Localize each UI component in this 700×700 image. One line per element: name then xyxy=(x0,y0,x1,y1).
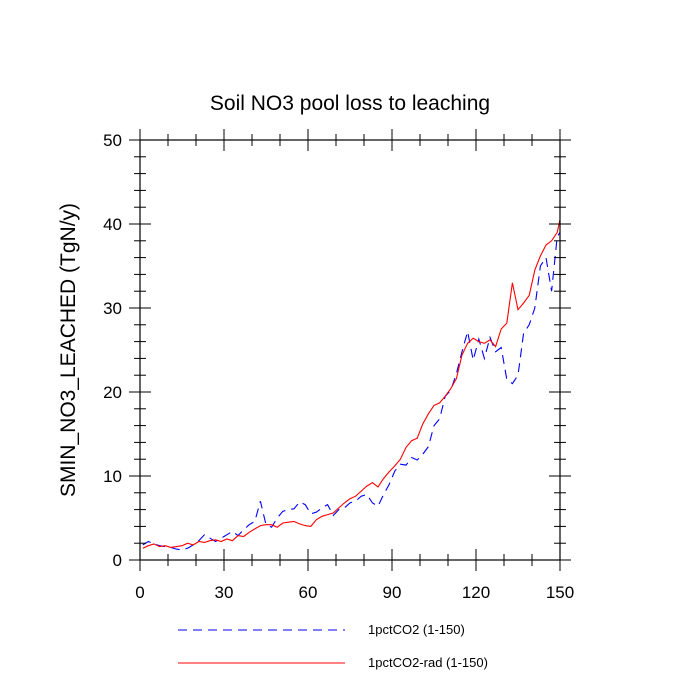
ticks-layer: 0 30 60 90 120 150 0 10 20 30 40 50 xyxy=(103,129,574,602)
x-tick-label: 120 xyxy=(462,583,490,602)
y-tick-label: 10 xyxy=(103,467,122,486)
series-line-1 xyxy=(142,232,561,551)
x-tick-label: 150 xyxy=(546,583,574,602)
x-tick-label: 90 xyxy=(383,583,402,602)
chart-title: Soil NO3 pool loss to leaching xyxy=(210,92,490,115)
series-layer xyxy=(142,219,561,551)
plot-frame xyxy=(139,139,561,561)
legend-label-1: 1pctCO2 (1-150) xyxy=(368,622,465,637)
x-tick-label: 0 xyxy=(135,583,144,602)
x-tick-label: 30 xyxy=(215,583,234,602)
legend-label-2: 1pctCO2-rad (1-150) xyxy=(368,655,488,670)
y-tick-label: 0 xyxy=(113,551,122,570)
x-tick-label: 60 xyxy=(299,583,318,602)
y-tick-label: 40 xyxy=(103,215,122,234)
series-line-2 xyxy=(142,219,561,549)
y-tick-label: 20 xyxy=(103,383,122,402)
y-axis-label: SMIN_NO3_LEACHED (TgN/y) xyxy=(57,203,80,497)
y-tick-label: 50 xyxy=(103,131,122,150)
y-tick-label: 30 xyxy=(103,299,122,318)
legend: 1pctCO2 (1-150) 1pctCO2-rad (1-150) xyxy=(178,622,488,670)
